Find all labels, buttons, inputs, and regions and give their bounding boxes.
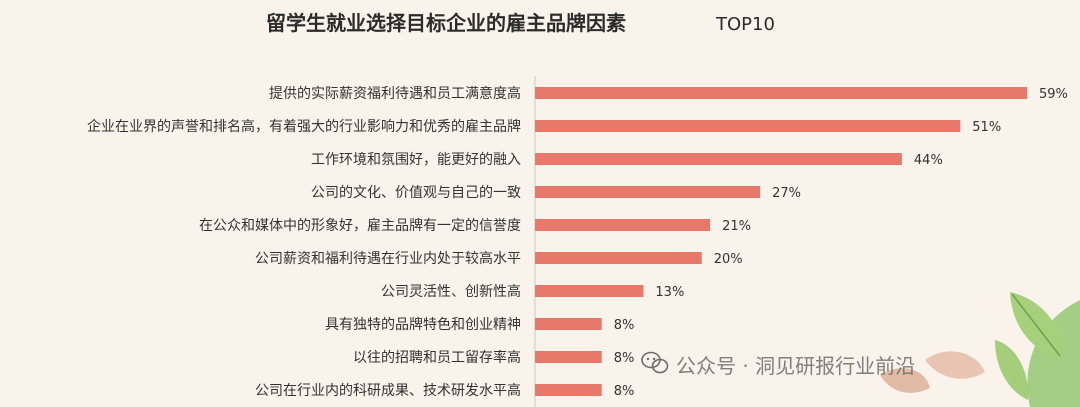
category-label-6: 公司薪资和福利待遇在行业内处于较高水平	[255, 250, 521, 267]
value-label-2: 51%	[972, 120, 1001, 135]
value-label-7: 13%	[655, 285, 684, 300]
bar-4	[535, 186, 761, 198]
bar-9	[535, 351, 602, 363]
category-label-7: 公司灵活性、创新性高	[381, 283, 521, 300]
value-label-9: 8%	[614, 351, 635, 366]
bar-1	[535, 87, 1027, 99]
bar-6	[535, 252, 702, 264]
value-labels-group: 59% 51% 44% 27% 21% 20% 13% 8% 8% 8%	[614, 87, 1068, 399]
bar-8	[535, 318, 602, 330]
category-label-9: 以往的招聘和员工留存率高	[353, 349, 521, 366]
category-label-1: 提供的实际薪资福利待遇和员工满意度高	[269, 85, 521, 102]
leaf-decoration-icon	[880, 292, 1080, 407]
value-label-8: 8%	[614, 318, 635, 333]
bar-5	[535, 219, 711, 231]
bar-2	[535, 120, 961, 132]
watermark-text: 公众号 · 洞见研报行业前沿	[676, 354, 915, 378]
value-label-5: 21%	[722, 219, 751, 234]
category-label-4: 公司的文化、价值观与自己的一致	[311, 185, 521, 201]
bar-10	[535, 384, 602, 396]
category-label-8: 具有独特的品牌特色和创业精神	[325, 316, 521, 333]
bar-7	[535, 285, 644, 297]
value-label-4: 27%	[772, 186, 801, 201]
watermark: 公众号 · 洞见研报行业前沿	[641, 351, 915, 378]
value-label-6: 20%	[714, 252, 743, 267]
category-label-5: 在公众和媒体中的形象好，雇主品牌有一定的信誉度	[199, 217, 521, 234]
category-label-10: 公司在行业内的科研成果、技术研发水平高	[255, 382, 521, 399]
wechat-icon	[641, 351, 669, 374]
category-label-3: 工作环境和氛围好，能更好的融入	[311, 152, 521, 168]
category-labels-group: 提供的实际薪资福利待遇和员工满意度高企业在业界的声誉和排名高，有着强大的行业影响…	[87, 85, 521, 399]
value-label-1: 59%	[1039, 87, 1068, 102]
bar-3	[535, 153, 902, 165]
category-label-2: 企业在业界的声誉和排名高，有着强大的行业影响力和优秀的雇主品牌	[87, 118, 521, 135]
chart-title: 留学生就业选择目标企业的雇主品牌因素	[266, 11, 626, 35]
value-label-10: 8%	[614, 384, 635, 399]
bars-group	[535, 87, 1027, 396]
value-label-3: 44%	[914, 153, 943, 168]
chart-title-suffix: TOP10	[715, 14, 775, 35]
